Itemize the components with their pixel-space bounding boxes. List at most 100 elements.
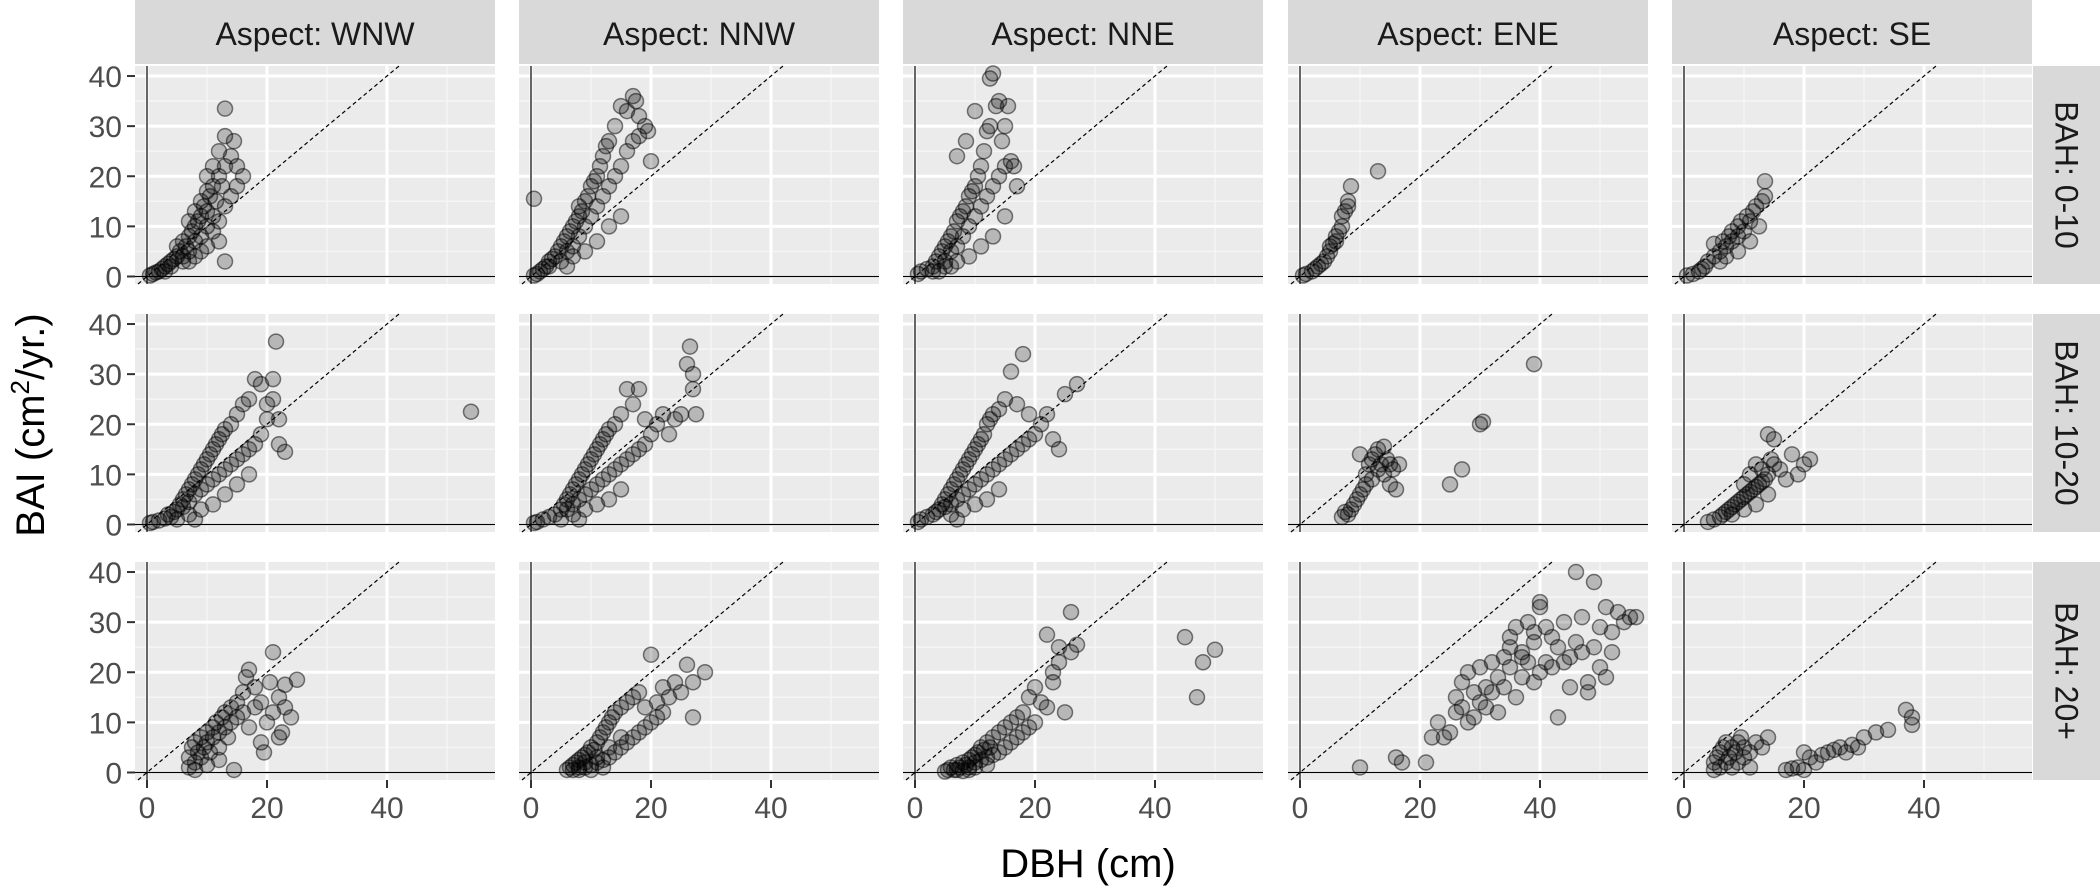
data-point <box>966 102 984 120</box>
x-tick-label: 40 <box>370 792 403 825</box>
data-point <box>648 694 666 711</box>
data-point <box>639 122 657 140</box>
data-point <box>1014 345 1032 363</box>
data-point <box>273 724 291 741</box>
y-tick-label: 20 <box>89 409 122 442</box>
data-point <box>1387 481 1405 498</box>
data-point <box>240 661 258 678</box>
data-point <box>642 646 660 663</box>
data-point <box>282 709 300 726</box>
data-point <box>1729 243 1747 260</box>
data-point <box>1339 198 1357 215</box>
data-point <box>1032 416 1050 433</box>
identity-line <box>137 313 400 533</box>
data-point <box>264 704 282 721</box>
data-point <box>252 734 270 751</box>
data-point <box>972 238 990 255</box>
data-point <box>240 390 258 408</box>
facet-panel <box>519 65 879 285</box>
data-point <box>1591 658 1609 676</box>
y-tick-label: 0 <box>105 757 122 790</box>
data-point <box>225 132 243 150</box>
data-point <box>1855 729 1873 746</box>
data-point <box>990 481 1008 498</box>
x-tick-label: 0 <box>907 792 924 825</box>
data-point <box>288 671 306 689</box>
data-point <box>1453 699 1471 716</box>
data-point <box>1026 426 1044 443</box>
facet-panel <box>135 65 495 285</box>
data-point <box>594 188 612 205</box>
data-point <box>1429 714 1447 731</box>
data-point <box>630 380 648 398</box>
column-strip-label: Aspect: SE <box>1773 16 1931 52</box>
data-point <box>1783 446 1801 463</box>
data-point <box>606 168 624 185</box>
x-tick-label: 40 <box>754 792 787 825</box>
data-point <box>1678 267 1696 284</box>
data-point <box>1777 471 1795 488</box>
data-point <box>1567 633 1585 651</box>
data-point <box>1062 603 1080 621</box>
data-point <box>681 338 699 355</box>
data-point <box>1507 689 1525 706</box>
data-point <box>1327 233 1345 250</box>
data-point <box>1753 739 1771 756</box>
facet-panel <box>1288 313 1648 533</box>
x-tick-label: 20 <box>634 792 667 825</box>
data-point <box>990 400 1008 418</box>
data-point <box>672 405 690 423</box>
data-point <box>978 756 996 774</box>
data-point <box>660 426 678 443</box>
data-point <box>1050 638 1068 656</box>
data-point <box>678 656 696 673</box>
data-point <box>198 756 216 774</box>
identity-line <box>137 561 400 781</box>
data-point <box>1014 704 1032 721</box>
data-point <box>627 92 645 110</box>
y-tick-label: 0 <box>105 509 122 542</box>
data-point <box>1561 648 1579 666</box>
data-point <box>1561 679 1579 696</box>
data-point <box>984 178 1002 195</box>
data-point <box>576 243 594 260</box>
data-point <box>654 704 672 721</box>
data-point <box>1465 684 1483 701</box>
x-tick-label: 0 <box>523 792 540 825</box>
data-point <box>1507 618 1525 636</box>
y-tick-label: 20 <box>89 161 122 194</box>
data-point <box>636 410 654 428</box>
column-strip <box>135 0 495 64</box>
data-point <box>255 744 273 761</box>
data-point <box>225 761 243 779</box>
data-point <box>1531 598 1549 616</box>
data-point <box>978 188 996 205</box>
data-point <box>1732 729 1750 746</box>
data-point <box>216 100 234 117</box>
data-point <box>168 511 186 528</box>
data-point <box>1789 466 1807 483</box>
data-point <box>1375 438 1393 456</box>
identity-line <box>905 313 1168 533</box>
data-point <box>1501 638 1519 656</box>
identity-line <box>521 313 784 533</box>
data-point <box>981 117 999 135</box>
data-point <box>258 714 276 731</box>
data-point <box>234 704 252 721</box>
data-point <box>1339 193 1357 210</box>
data-point <box>240 466 258 483</box>
data-point <box>582 761 600 779</box>
data-point <box>975 142 993 160</box>
data-point <box>999 97 1017 115</box>
data-point <box>1765 431 1783 448</box>
data-point <box>258 410 276 428</box>
data-point <box>942 258 960 275</box>
data-point <box>192 501 210 518</box>
x-tick-label: 20 <box>1403 792 1436 825</box>
data-point <box>966 178 984 195</box>
data-point <box>960 248 978 265</box>
y-tick-label: 30 <box>89 111 122 144</box>
data-point <box>1903 716 1921 734</box>
x-tick-label: 0 <box>1292 792 1309 825</box>
data-point <box>1483 653 1501 671</box>
